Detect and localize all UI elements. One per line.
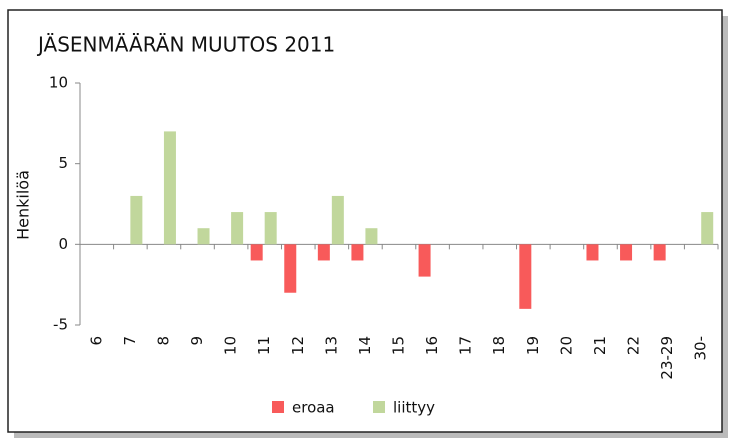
bar — [351, 244, 364, 261]
bar — [130, 195, 143, 245]
legend-label: eroaa — [292, 399, 335, 417]
chart-title: JÄSENMÄÄRÄN MUUTOS 2011 — [36, 33, 335, 57]
bar — [264, 212, 277, 245]
x-tick-label: 9 — [188, 336, 206, 346]
bar — [418, 244, 431, 277]
bar — [197, 228, 210, 245]
y-tick-label: 10 — [49, 74, 68, 92]
x-tick-label: 6 — [87, 336, 105, 346]
bar — [653, 244, 666, 261]
x-tick-label: 10 — [222, 336, 240, 355]
legend-swatch — [272, 401, 284, 413]
bar — [620, 244, 633, 261]
bar — [163, 131, 176, 245]
bar — [331, 195, 344, 245]
x-tick-label: 13 — [322, 336, 340, 355]
y-tick-label: -5 — [53, 316, 68, 334]
bar — [701, 212, 714, 245]
bar — [365, 228, 378, 245]
x-tick-label: 15 — [390, 336, 408, 355]
x-tick-label: 11 — [255, 336, 273, 355]
y-tick-label: 5 — [58, 154, 68, 172]
x-tick-label: 18 — [490, 336, 508, 355]
x-tick-label: 12 — [289, 336, 307, 355]
x-tick-label: 21 — [591, 336, 609, 355]
bar — [250, 244, 263, 261]
x-tick-label: 20 — [557, 336, 575, 355]
x-tick-label: 19 — [524, 336, 542, 355]
y-tick-label: 0 — [58, 235, 68, 253]
x-tick-label: 17 — [457, 336, 475, 355]
x-tick-label: 14 — [356, 336, 374, 355]
x-tick-label: 7 — [121, 336, 139, 346]
legend-swatch — [373, 401, 385, 413]
x-tick-label: 30- — [692, 336, 710, 361]
bar — [586, 244, 599, 261]
x-tick-label: 16 — [423, 336, 441, 355]
y-axis-label: Henkilöä — [14, 170, 33, 240]
legend-label: liittyy — [393, 399, 435, 417]
bar — [519, 244, 532, 309]
bar — [284, 244, 297, 293]
x-tick-label: 22 — [625, 336, 643, 355]
bar — [317, 244, 330, 261]
frame — [7, 9, 723, 433]
x-tick-label: 23-29 — [658, 336, 676, 380]
bar — [231, 212, 244, 245]
x-tick-label: 8 — [154, 336, 172, 346]
